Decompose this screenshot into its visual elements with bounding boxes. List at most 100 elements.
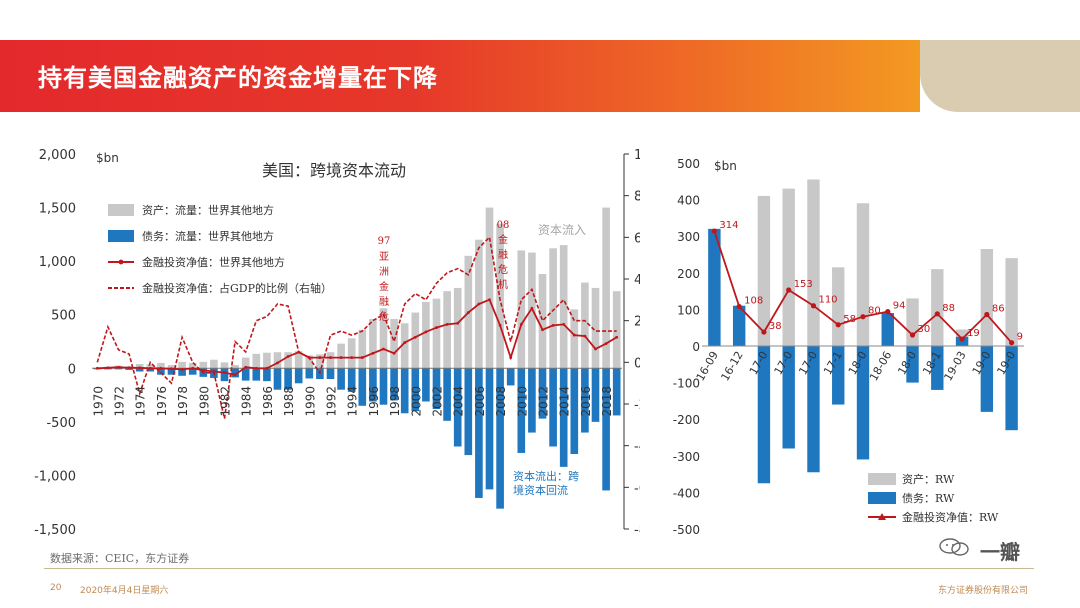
asset-bar — [559, 245, 568, 369]
asset-bar — [612, 291, 621, 369]
legend-label: 金融投资净值：RW — [902, 510, 999, 524]
asset-bar — [369, 319, 377, 369]
net-flow-point — [736, 303, 742, 310]
liability-bar — [443, 368, 451, 421]
liability-bar — [931, 346, 944, 390]
x-tick-label: 19-03 — [941, 349, 968, 383]
annotation-capital-inflow: 资本流入 — [538, 223, 586, 237]
net-flow-point — [413, 335, 417, 339]
asset-bar — [832, 267, 845, 346]
net-flow-point — [254, 366, 258, 370]
liability-bar — [294, 368, 303, 384]
asset-bar — [400, 323, 409, 369]
net-flow-point — [885, 308, 891, 315]
net-flow-point — [604, 342, 608, 346]
liability-bar — [411, 368, 420, 412]
footer-company: 东方证券股份有限公司 — [937, 586, 1028, 596]
x-tick-label: 1978 — [176, 386, 190, 417]
net-flow-point — [466, 311, 470, 314]
data-source: 数据来源：CEIC，东方证券 — [50, 552, 190, 565]
y-tick-label: -400 — [673, 486, 700, 500]
y-tick-label: -200 — [673, 413, 700, 427]
wechat-icon — [939, 538, 969, 556]
title-banner — [0, 40, 920, 112]
net-flow-point — [615, 335, 619, 339]
liability-bar — [157, 368, 165, 375]
liability-bar — [517, 368, 526, 453]
asset-bar — [549, 248, 557, 369]
annotation-char: 机 — [498, 278, 508, 291]
asset-bar — [422, 301, 430, 369]
legend-swatch-liability — [108, 230, 134, 242]
net-flow-point — [551, 324, 555, 327]
asset-bar — [528, 252, 536, 369]
legend-label: 债务：流量：世界其他地方 — [142, 229, 274, 243]
legend-swatch-asset — [108, 204, 134, 216]
net-flow-point — [371, 351, 375, 355]
legend-label: 债务：RW — [902, 491, 955, 505]
annotation-char: 危 — [498, 264, 508, 276]
x-tick-label: 1990 — [303, 386, 317, 417]
chart-title: 美国：跨境资本流动 — [262, 161, 406, 180]
asset-bar — [538, 274, 547, 369]
asset-bar — [453, 287, 462, 369]
x-tick-label: 1972 — [113, 386, 127, 417]
x-tick-label: 1986 — [261, 386, 275, 417]
x-tick-label: 2002 — [431, 386, 445, 417]
net-flow-point — [984, 311, 990, 318]
net-flow-point — [498, 324, 502, 327]
asset-bar — [146, 364, 155, 369]
net-flow-point — [445, 322, 449, 326]
liability-bar — [612, 368, 621, 416]
net-flow-point — [392, 351, 396, 355]
net-flow-point — [860, 314, 866, 320]
net-flow-point — [95, 366, 99, 370]
net-flow-point — [488, 298, 491, 302]
net-flow-point — [594, 347, 597, 351]
asset-bar — [199, 361, 208, 369]
asset-bar — [591, 287, 600, 369]
liability-bar — [832, 346, 845, 405]
liability-bar — [906, 346, 919, 383]
legend-label: 资产：流量：世界其他地方 — [142, 203, 274, 217]
y2-tick-label: -2% — [634, 398, 640, 413]
net-flow-point — [562, 322, 566, 326]
liability-bar — [538, 368, 547, 419]
annotation-char: 亚 — [379, 252, 389, 263]
liability-bar — [188, 368, 197, 375]
watermark-text: 一瓣 — [980, 540, 1020, 564]
data-label: 88 — [942, 303, 955, 314]
net-flow-point — [403, 341, 407, 344]
legend-swatch-net-marker — [118, 259, 124, 265]
data-label: 38 — [769, 321, 782, 332]
net-flow-point — [959, 336, 965, 342]
y-tick-label: -500 — [46, 416, 76, 431]
asset-bar — [305, 355, 314, 369]
net-flow-point — [435, 326, 438, 329]
liability-bar — [856, 346, 870, 460]
x-tick-label: 2008 — [494, 386, 508, 417]
x-tick-label: 1974 — [134, 386, 148, 417]
legend-swatch-net-marker — [878, 513, 886, 520]
net-flow-point — [711, 228, 717, 234]
liability-bar — [178, 368, 186, 376]
net-flow-point — [541, 328, 544, 332]
y-tick-label: -100 — [673, 377, 700, 391]
asset-bar — [188, 362, 197, 369]
x-tick-label: 2012 — [537, 386, 551, 417]
net-gdp-ratio-line — [96, 235, 617, 419]
net-flow-point — [761, 329, 767, 335]
x-tick-label: 2006 — [473, 386, 487, 417]
asset-bar — [231, 365, 239, 369]
asset-bar — [496, 223, 504, 369]
x-tick-label: 1984 — [240, 386, 254, 417]
y-tick-label: 0 — [692, 340, 700, 354]
liability-bar — [881, 313, 894, 346]
net-flow-point — [339, 356, 343, 359]
y2-tick-label: 4% — [634, 273, 640, 288]
liability-bar — [549, 368, 557, 447]
liability-bar — [602, 368, 610, 491]
asset-bar — [432, 298, 441, 369]
asset-bar — [379, 308, 388, 369]
